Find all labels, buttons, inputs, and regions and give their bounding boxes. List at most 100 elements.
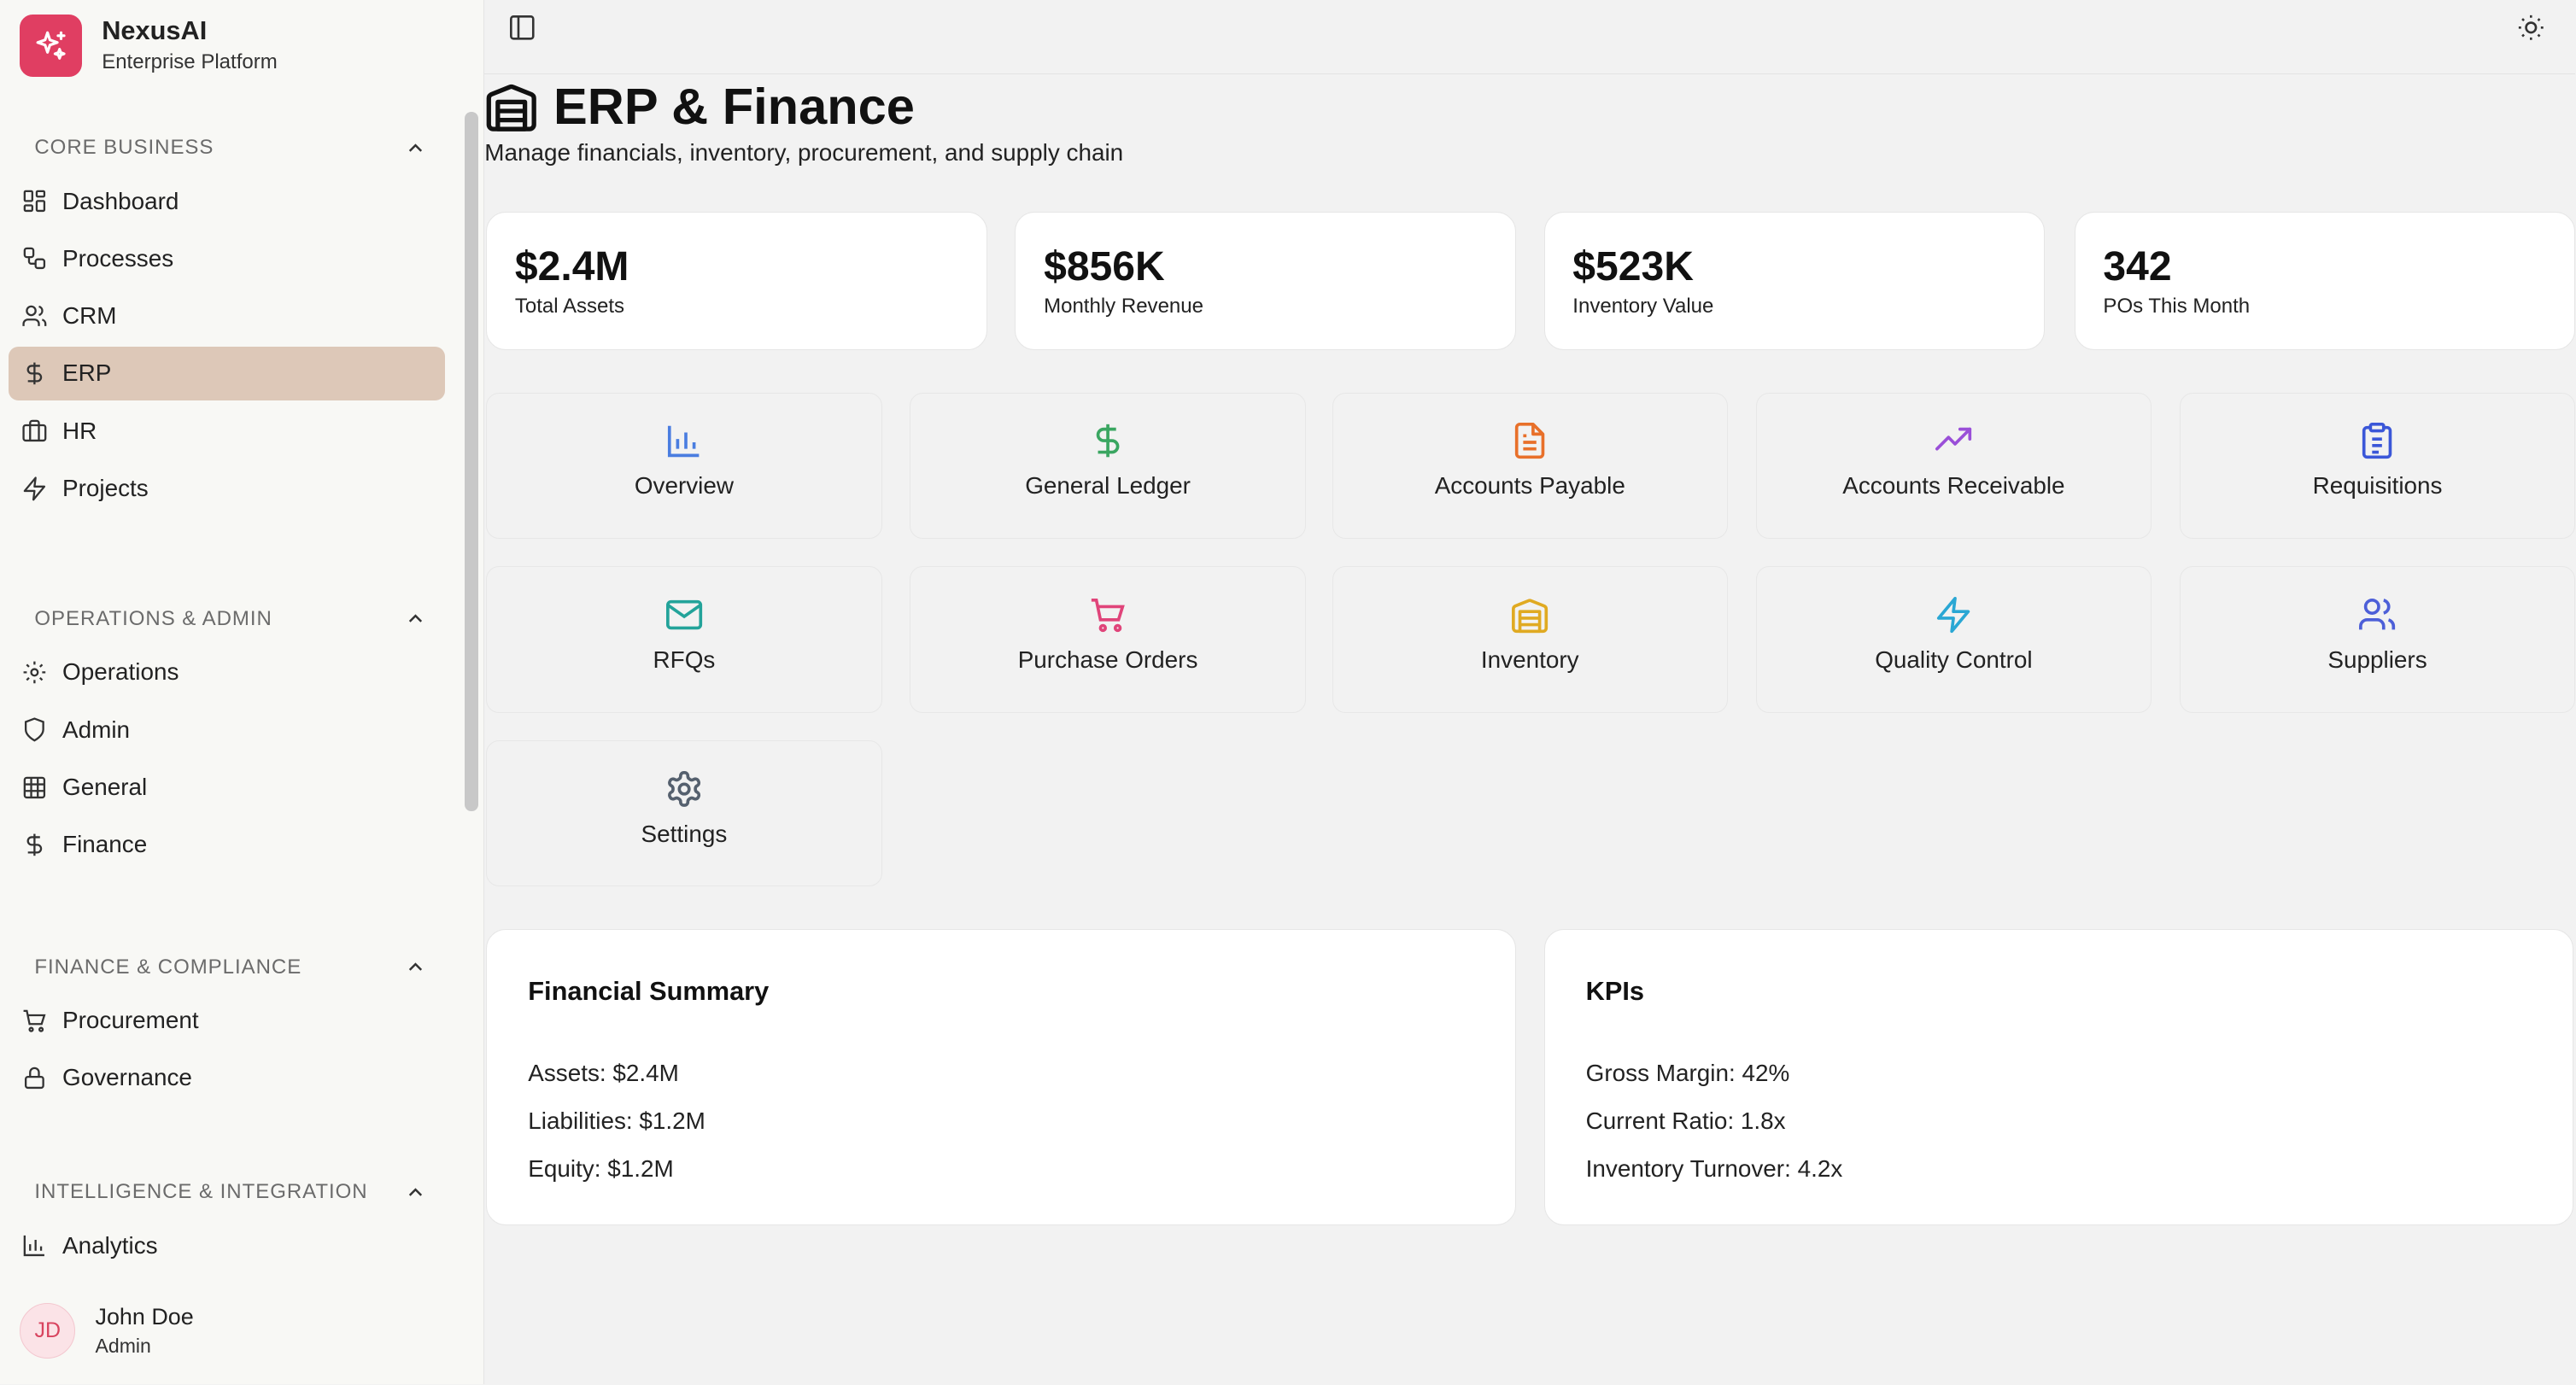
page-title: ERP & Finance xyxy=(553,78,915,136)
users-icon xyxy=(22,305,47,326)
sidebar-item-label: ERP xyxy=(62,359,112,387)
clipboard-icon xyxy=(2362,423,2392,459)
section-header[interactable]: OPERATIONS & ADMIN xyxy=(0,596,460,642)
brand[interactable]: NexusAI Enterprise Platform xyxy=(20,15,278,78)
kpi-line-inventory-turnover: Inventory Turnover: 4.2x xyxy=(1585,1154,1843,1182)
nav-section-core-business: CORE BUSINESS Dashboard Processes CRM xyxy=(0,125,460,518)
dollar-icon xyxy=(1096,424,1120,458)
module-suppliers[interactable]: Suppliers xyxy=(2179,566,2576,713)
sidebar-item-finance[interactable]: Finance xyxy=(9,818,446,872)
module-accounts-receivable[interactable]: Accounts Receivable xyxy=(1755,392,2152,539)
kpis-card: KPIs Gross Margin: 42% Current Ratio: 1.… xyxy=(1543,929,2574,1225)
user-role: Admin xyxy=(95,1334,151,1357)
sidebar-item-label: Governance xyxy=(62,1064,192,1091)
module-general-ledger[interactable]: General Ledger xyxy=(910,392,1306,539)
sidebar-item-projects[interactable]: Projects xyxy=(9,461,446,515)
sidebar-item-analytics[interactable]: Analytics xyxy=(9,1218,446,1272)
module-label: RFQs xyxy=(653,646,716,673)
brand-name: NexusAI xyxy=(102,15,208,46)
sidebar-item-operations[interactable]: Operations xyxy=(9,646,446,699)
module-label: Settings xyxy=(641,820,728,847)
bar-chart-icon xyxy=(667,426,700,458)
dashboard-icon xyxy=(23,190,46,213)
stat-card-inventory-value: $523K Inventory Value xyxy=(1543,212,2046,350)
workflow-icon xyxy=(23,248,46,270)
shield-icon xyxy=(24,717,44,742)
sidebar-item-governance[interactable]: Governance xyxy=(9,1051,446,1105)
section-title: FINANCE & COMPLIANCE xyxy=(34,955,302,979)
module-quality-control[interactable]: Quality Control xyxy=(1755,566,2152,713)
sidebar-toggle-button[interactable] xyxy=(507,13,540,45)
stat-card-monthly-revenue: $856K Monthly Revenue xyxy=(1015,212,1516,350)
briefcase-icon xyxy=(22,420,47,442)
stat-label: Inventory Value xyxy=(1572,295,1714,318)
lock-icon xyxy=(24,1067,44,1090)
module-label: General Ledger xyxy=(1025,471,1191,499)
file-icon xyxy=(1515,423,1545,459)
dollar-icon xyxy=(26,833,43,856)
grid-icon xyxy=(23,776,46,798)
module-rfqs[interactable]: RFQs xyxy=(486,566,882,713)
trending-up-icon xyxy=(1935,428,1972,451)
sidebar-item-label: Admin xyxy=(62,716,131,743)
section-header[interactable]: CORE BUSINESS xyxy=(0,125,460,171)
sidebar-item-admin[interactable]: Admin xyxy=(9,703,446,757)
financial-summary-card: Financial Summary Assets: $2.4M Liabilit… xyxy=(486,929,1516,1225)
warehouse-icon xyxy=(486,85,537,131)
sidebar-item-label: Projects xyxy=(62,475,149,502)
sidebar-item-label: Processes xyxy=(62,244,174,272)
module-settings[interactable]: Settings xyxy=(486,740,882,887)
module-overview[interactable]: Overview xyxy=(486,392,882,539)
module-inventory[interactable]: Inventory xyxy=(1332,566,1728,713)
cart-icon xyxy=(23,1009,46,1032)
module-accounts-payable[interactable]: Accounts Payable xyxy=(1332,392,1728,539)
module-label: Inventory xyxy=(1480,646,1579,673)
sidebar-item-label: CRM xyxy=(62,302,117,330)
module-label: Overview xyxy=(634,471,734,499)
stat-card-total-assets: $2.4M Total Assets xyxy=(486,212,987,350)
card-title: KPIs xyxy=(1585,976,1645,1007)
sidebar-item-label: Dashboard xyxy=(62,187,179,214)
summary-line-equity: Equity: $1.2M xyxy=(528,1154,674,1182)
module-label: Accounts Payable xyxy=(1434,471,1625,499)
user-profile[interactable]: JD John Doe Admin xyxy=(20,1302,194,1359)
page-header: ERP & Finance xyxy=(484,77,915,136)
sidebar: NexusAI Enterprise Platform CORE BUSINES… xyxy=(0,0,485,1385)
chevron-up-icon xyxy=(408,143,423,152)
gear-icon xyxy=(23,661,46,684)
sidebar-item-general[interactable]: General xyxy=(9,760,446,814)
sidebar-item-procurement[interactable]: Procurement xyxy=(9,993,446,1047)
stat-label: POs This Month xyxy=(2103,295,2251,318)
mail-icon xyxy=(665,599,702,630)
stat-value: $523K xyxy=(1572,243,1694,289)
gear-icon xyxy=(667,770,700,807)
sidebar-scrollbar[interactable] xyxy=(465,111,478,811)
section-header[interactable]: FINANCE & COMPLIANCE xyxy=(0,944,460,991)
stat-value: $856K xyxy=(1044,243,1165,289)
card-title: Financial Summary xyxy=(528,976,770,1007)
sidebar-item-crm[interactable]: CRM xyxy=(9,289,446,342)
zap-icon xyxy=(1937,597,1970,634)
users-icon xyxy=(2359,599,2396,630)
page-subtitle: Manage financials, inventory, procuremen… xyxy=(484,139,1124,167)
sidebar-item-erp[interactable]: ERP xyxy=(8,346,446,401)
sidebar-item-hr[interactable]: HR xyxy=(9,404,446,458)
sidebar-item-label: Operations xyxy=(62,658,179,686)
module-purchase-orders[interactable]: Purchase Orders xyxy=(910,566,1306,713)
nav-section-intelligence-integration: INTELLIGENCE & INTEGRATION Analytics xyxy=(0,1169,460,1274)
stat-label: Monthly Revenue xyxy=(1044,295,1203,318)
sidebar-item-processes[interactable]: Processes xyxy=(9,231,446,285)
section-header[interactable]: INTELLIGENCE & INTEGRATION xyxy=(0,1169,460,1215)
sidebar-nav: CORE BUSINESS Dashboard Processes CRM xyxy=(0,112,460,1274)
module-requisitions[interactable]: Requisitions xyxy=(2179,392,2576,539)
bar-chart-icon xyxy=(23,1236,44,1257)
avatar: JD xyxy=(20,1302,76,1359)
sun-icon xyxy=(2518,15,2544,41)
sidebar-item-dashboard[interactable]: Dashboard xyxy=(9,174,446,228)
sparkles-icon xyxy=(20,15,83,78)
theme-toggle-button[interactable] xyxy=(2516,13,2546,43)
module-label: Purchase Orders xyxy=(1017,646,1198,673)
section-title: CORE BUSINESS xyxy=(34,136,214,160)
summary-line-assets: Assets: $2.4M xyxy=(528,1060,679,1087)
sidebar-item-label: Procurement xyxy=(62,1007,199,1034)
